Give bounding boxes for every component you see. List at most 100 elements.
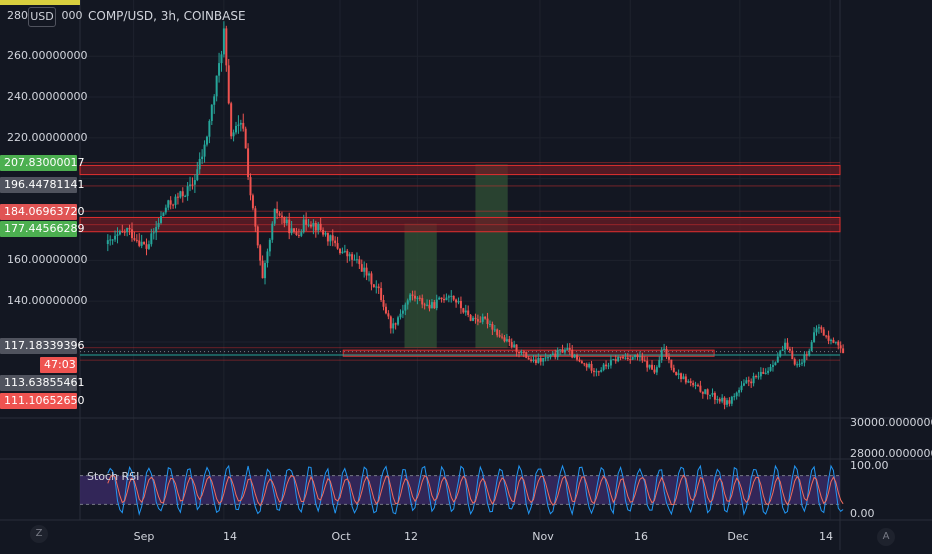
- candle-body: [701, 391, 704, 394]
- candle-body: [309, 224, 312, 227]
- candle-body: [130, 229, 133, 239]
- candle-body: [805, 354, 808, 356]
- candle-body: [626, 357, 629, 360]
- candle-body: [455, 299, 458, 303]
- time-axis-label: Sep: [133, 530, 155, 543]
- price-level-tag[interactable]: 113.63855461: [0, 375, 84, 391]
- candle-body: [585, 364, 588, 368]
- candle-body: [510, 342, 513, 348]
- stoch-d-line: [107, 474, 844, 507]
- price-level-tag[interactable]: 117.18339396: [0, 338, 84, 354]
- candle-body: [800, 362, 803, 364]
- candle-body: [273, 208, 276, 224]
- candle-body: [660, 349, 663, 361]
- candle-body: [322, 229, 325, 235]
- candle-body: [488, 323, 491, 325]
- candle-body: [672, 367, 675, 372]
- candle-body: [418, 297, 421, 299]
- candle-body: [181, 191, 184, 197]
- candle-body: [551, 353, 554, 355]
- candle-body: [394, 323, 397, 325]
- candle-body: [179, 191, 182, 198]
- candle-body: [568, 347, 571, 350]
- price-level-tag[interactable]: 184.06963720: [0, 204, 84, 220]
- candle-body: [600, 369, 603, 372]
- candle-body: [285, 219, 288, 224]
- target-box[interactable]: [404, 223, 437, 349]
- target-box[interactable]: [475, 164, 508, 349]
- candle-body: [665, 348, 668, 357]
- candle-body: [638, 356, 641, 358]
- candle-body: [331, 235, 334, 241]
- candle-body: [713, 393, 716, 400]
- candle-body: [152, 232, 155, 234]
- candle-body: [580, 361, 583, 364]
- time-axis-label: 14: [819, 530, 833, 543]
- timezone-button[interactable]: Z: [30, 525, 48, 543]
- candle-body: [201, 156, 204, 160]
- candle-body: [176, 196, 179, 198]
- candle-body: [605, 364, 608, 367]
- candle-body: [474, 317, 477, 320]
- candle-body: [742, 383, 745, 386]
- resistance-zone[interactable]: [79, 164, 841, 176]
- candle-body: [631, 356, 634, 360]
- price-level-tag[interactable]: 111.10652650: [0, 393, 84, 409]
- candle-body: [680, 373, 683, 380]
- candle-body: [788, 348, 791, 351]
- candle-body: [515, 344, 518, 353]
- price-label-top: 280. 000: [7, 9, 83, 22]
- indicator-title[interactable]: Stoch RSI: [87, 470, 140, 483]
- candle-body: [556, 349, 559, 358]
- candle-body: [191, 184, 194, 186]
- candle-body: [220, 54, 223, 64]
- candle-body: [193, 180, 196, 185]
- candle-body: [796, 364, 799, 366]
- candle-body: [542, 357, 545, 362]
- candle-body: [648, 364, 651, 368]
- candle-body: [227, 65, 230, 104]
- candle-body: [619, 356, 622, 358]
- time-axis-label: Nov: [532, 530, 554, 543]
- candle-body: [718, 399, 721, 402]
- symbol-title[interactable]: COMP/USD, 3h, COINBASE: [88, 9, 246, 23]
- candle-body: [160, 216, 163, 223]
- candle-body: [346, 250, 349, 257]
- candle-body: [803, 354, 806, 363]
- candle-body: [566, 347, 569, 350]
- candle-body: [147, 244, 150, 249]
- candle-body: [426, 304, 429, 306]
- candle-body: [687, 381, 690, 383]
- candle-body: [329, 235, 332, 242]
- candle-body: [561, 349, 564, 353]
- candles[interactable]: [106, 21, 845, 410]
- candle-body: [508, 339, 511, 343]
- price-level-tag[interactable]: 196.44781141: [0, 177, 84, 193]
- candle-body: [254, 208, 257, 227]
- candle-body: [544, 357, 547, 359]
- candle-body: [297, 234, 300, 236]
- candle-body: [730, 396, 733, 404]
- candle-body: [375, 286, 378, 288]
- candle-body: [793, 359, 796, 365]
- candle-body: [525, 352, 528, 358]
- candle-body: [319, 223, 322, 230]
- candle-body: [769, 366, 772, 371]
- candle-body: [213, 96, 216, 105]
- candle-body: [716, 399, 719, 401]
- price-level-tag[interactable]: 177.44566289: [0, 221, 84, 237]
- candle-body: [784, 342, 787, 350]
- candle-body: [733, 396, 736, 398]
- candle-body: [762, 371, 765, 374]
- candle-body: [791, 350, 794, 360]
- time-axis-label: Oct: [331, 530, 351, 543]
- candle-body: [114, 235, 117, 240]
- price-axis-label: 220.00000000: [7, 130, 88, 144]
- price-level-tag[interactable]: 207.83000017: [0, 155, 84, 171]
- auto-scale-button[interactable]: A: [877, 528, 895, 546]
- candle-body: [295, 231, 298, 235]
- currency-selector[interactable]: USD: [28, 7, 56, 27]
- price-level-tag[interactable]: 47:03: [40, 357, 77, 373]
